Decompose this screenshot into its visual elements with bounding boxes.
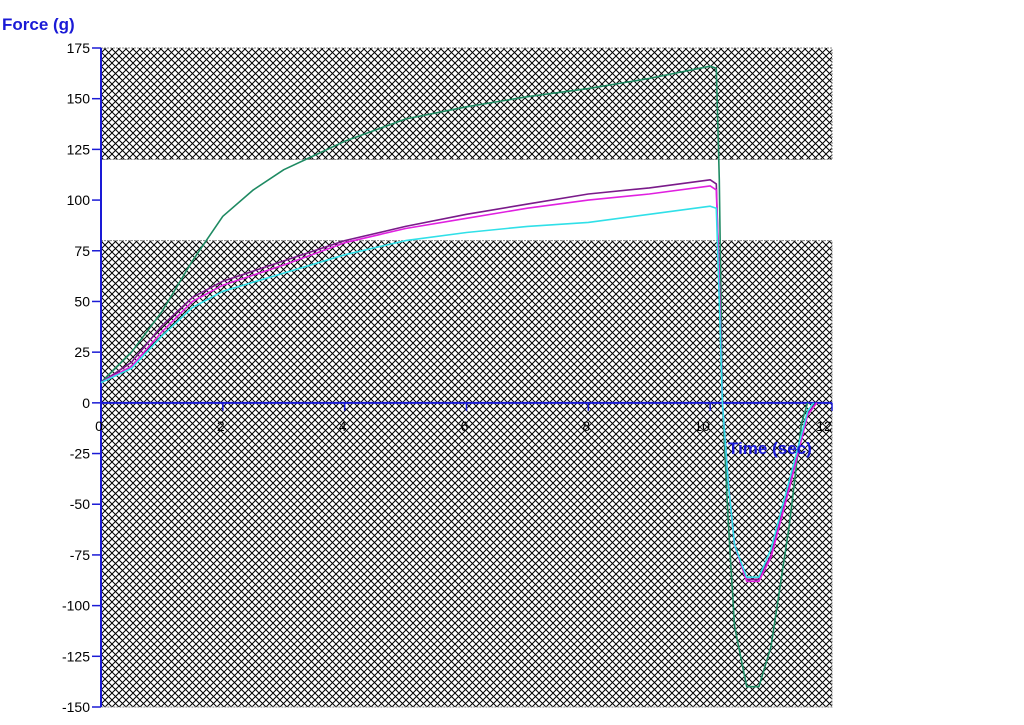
y-tick-label: -100	[62, 598, 90, 614]
series-line-3	[100, 185, 818, 583]
y-tick-label: -150	[62, 699, 90, 715]
y-tick-label: 0	[82, 395, 90, 411]
x-tick-label: 4	[339, 418, 347, 434]
shaded-band	[100, 47, 833, 161]
series-line-2	[100, 179, 818, 581]
y-tick-label: -50	[70, 496, 90, 512]
series-line-4	[100, 205, 815, 578]
x-tick-label: 0	[95, 418, 103, 434]
y-tick-label: 100	[67, 192, 91, 208]
y-tick-label: 150	[67, 91, 91, 107]
x-tick-label: 8	[582, 418, 590, 434]
y-tick-label: -125	[62, 648, 90, 664]
x-tick-label: 2	[217, 418, 225, 434]
y-tick-label: 75	[74, 243, 90, 259]
y-tick-label: 25	[74, 344, 90, 360]
x-axis-label: Time (sec)	[728, 439, 812, 458]
shaded-band	[100, 240, 833, 708]
y-tick-label: -25	[70, 446, 90, 462]
y-tick-label: 125	[67, 141, 91, 157]
y-tick-label: 50	[74, 293, 90, 309]
y-tick-label: 175	[67, 40, 91, 56]
x-tick-label: 12	[816, 418, 832, 434]
x-tick-label: 10	[694, 418, 710, 434]
y-tick-label: -75	[70, 547, 90, 563]
series-line-1	[100, 65, 809, 688]
x-tick-label: 6	[461, 418, 469, 434]
y-axis-label: Force (g)	[2, 15, 75, 34]
